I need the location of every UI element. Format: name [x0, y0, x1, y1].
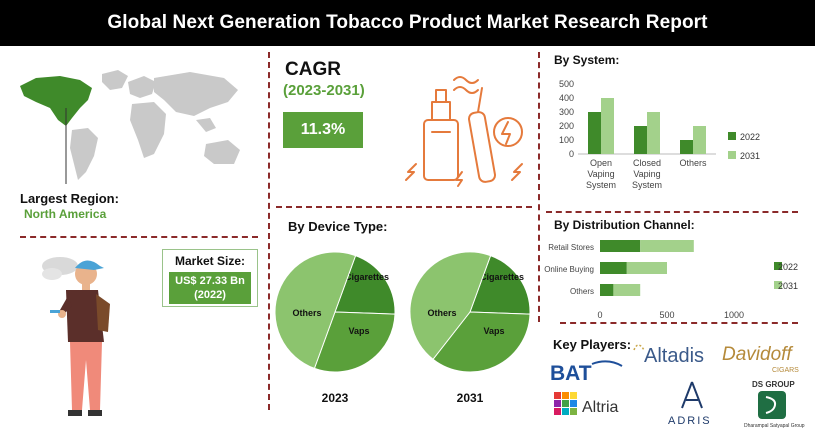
system-bar-chart: 0100200300400500OpenVapingSystemClosedVa… [559, 79, 760, 190]
pie-slice-label: e-Cigarettes [337, 272, 389, 282]
pie-slice-label: Vaps [348, 326, 369, 336]
davidoff-sub: CIGARS [772, 367, 799, 374]
distribution-legend-label: 2031 [778, 281, 798, 291]
system-category-label: Open [590, 158, 612, 168]
person-smoking-illustration [42, 257, 110, 416]
distribution-bar [626, 262, 667, 274]
pie-slice-label: Others [427, 308, 456, 318]
system-y-tick: 300 [559, 107, 574, 117]
market-size-year: (2022) [194, 289, 226, 301]
cagr-value: 11.3% [283, 112, 363, 148]
market-size-card: Market Size: US$ 27.33 Bn (2022) [162, 249, 258, 307]
ds-group-logo: DS GROUP Dharampal Satyapal Group [744, 380, 805, 429]
pie-slice [469, 254, 531, 315]
divider-right-h2 [560, 322, 798, 324]
market-size-value: US$ 27.33 Bn [175, 275, 245, 287]
system-y-tick: 200 [559, 121, 574, 131]
system-y-tick: 500 [559, 79, 574, 89]
largest-region-value: North America [24, 207, 107, 221]
distribution-legend-swatch [774, 262, 782, 270]
adris-text: ADRIS [668, 415, 712, 427]
vape-devices-illustration [405, 76, 523, 187]
davidoff-logo: Davidoff CIGARS [722, 344, 799, 374]
altadis-text: Altadis [644, 345, 704, 367]
distribution-legend-swatch [774, 281, 782, 289]
pie-slice [432, 311, 531, 373]
system-title: By System: [554, 53, 620, 67]
altria-logo: Altria [554, 392, 619, 416]
bat-logo: BAT [550, 360, 623, 385]
divider-left [268, 52, 270, 410]
north-america-shape [20, 76, 92, 126]
system-category-label: Others [679, 158, 707, 168]
pie-slice [274, 251, 357, 370]
pie-slice [334, 254, 396, 315]
adris-logo: ADRIS [668, 381, 712, 427]
system-bar [634, 126, 647, 154]
distribution-bar [600, 262, 627, 274]
altria-text: Altria [582, 399, 619, 416]
system-bar [680, 140, 693, 154]
divider-right [538, 52, 540, 322]
pie-year-label: 2031 [457, 391, 484, 405]
pie-slice [409, 251, 492, 360]
system-category-label: Vaping [633, 169, 660, 179]
system-bar [693, 126, 706, 154]
largest-region-label: Largest Region: [20, 191, 119, 206]
ds-sub: Dharampal Satyapal Group [744, 423, 805, 429]
cagr-years: (2023-2031) [283, 82, 365, 99]
pie-year-label: 2023 [322, 391, 349, 405]
pie-slice [313, 311, 396, 373]
key-players-title: Key Players: [553, 337, 632, 352]
ds-text: DS GROUP [752, 380, 795, 389]
system-legend-label: 2022 [740, 132, 760, 142]
bat-text: BAT [550, 362, 592, 385]
device-type-title: By Device Type: [288, 219, 388, 234]
distribution-legend-label: 2022 [778, 262, 798, 272]
distribution-bar [640, 240, 694, 252]
system-bar [601, 98, 614, 154]
system-bar [647, 112, 660, 154]
distribution-title: By Distribution Channel: [554, 218, 695, 232]
market-size-value-box: US$ 27.33 Bn (2022) [169, 272, 251, 304]
pie-slice-label: Vaps [483, 326, 504, 336]
market-size-label: Market Size: [174, 254, 246, 268]
distribution-category-label: Others [570, 287, 594, 296]
system-bar [588, 112, 601, 154]
divider-mid-h [276, 206, 532, 208]
distribution-category-label: Online Buying [544, 265, 594, 274]
system-y-tick: 400 [559, 93, 574, 103]
system-legend-swatch [728, 151, 736, 159]
distribution-bar [600, 240, 641, 252]
system-category-label: System [586, 180, 616, 190]
distribution-bar [613, 284, 641, 296]
system-category-label: Vaping [587, 169, 614, 179]
cagr-title: CAGR [285, 59, 341, 80]
altadis-logo: Altadis [633, 344, 704, 367]
device-type-pies: e-Cigarettes Vaps Others 2023 e-Cigarettes Va… [274, 251, 531, 405]
system-y-tick: 0 [569, 149, 574, 159]
system-legend-swatch [728, 132, 736, 140]
system-y-tick: 100 [559, 135, 574, 145]
header-bar: Global Next Generation Tobacco Product M… [0, 0, 815, 46]
distribution-x-tick: 0 [597, 310, 602, 320]
distribution-x-tick: 500 [659, 310, 674, 320]
world-map [20, 70, 240, 184]
system-legend-label: 2031 [740, 151, 760, 161]
distribution-x-tick: 1000 [724, 310, 744, 320]
page-title: Global Next Generation Tobacco Product M… [107, 12, 708, 33]
pie-slice-label: Others [292, 308, 321, 318]
divider-left-h [20, 236, 258, 238]
distribution-bar [600, 284, 614, 296]
distribution-category-label: Retail Stores [548, 243, 594, 252]
divider-right-h1 [546, 211, 798, 213]
system-category-label: Closed [633, 158, 661, 168]
pie-slice-label: e-Cigarettes [472, 272, 524, 282]
davidoff-text: Davidoff [722, 344, 793, 365]
distribution-bar-chart: Retail Stores Online Buying Others 0 500 1000… [544, 240, 798, 320]
system-category-label: System [632, 180, 662, 190]
world-map-land [70, 70, 240, 180]
